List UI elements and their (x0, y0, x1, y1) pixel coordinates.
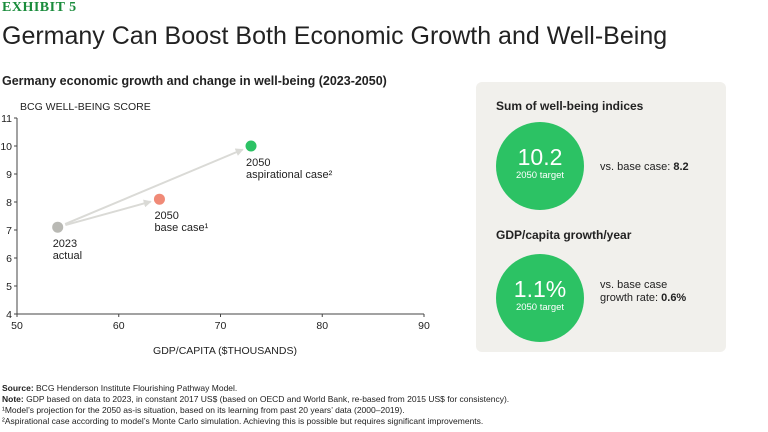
gdp-cmp-line2: growth rate: (600, 292, 662, 304)
data-label: 2050 (154, 210, 178, 222)
y-tick-label: 6 (6, 253, 12, 265)
x-tick-label: 80 (316, 320, 328, 332)
note-text: GDP based on data to 2023, in constant 2… (23, 394, 510, 404)
exhibit-label: EXHIBIT 5 (2, 0, 77, 15)
gdp-title: GDP/capita growth/year (496, 228, 632, 242)
summary-panel: Sum of well-being indices 10.2 2050 targ… (476, 82, 726, 352)
data-point (153, 193, 165, 205)
wellbeing-target-circle: 10.2 2050 target (496, 122, 584, 210)
wellbeing-target-value: 10.2 (517, 144, 563, 170)
source-text: BCG Henderson Institute Flourishing Path… (33, 383, 238, 393)
data-label: 2023 (53, 238, 77, 250)
y-tick-label: 9 (6, 169, 12, 181)
gdp-comparison: vs. base case growth rate: 0.6% (600, 279, 686, 305)
data-label: actual (53, 250, 82, 262)
footnotes: Source: BCG Henderson Institute Flourish… (2, 383, 509, 427)
footnote-1: ¹Model’s projection for the 2050 as-is s… (2, 405, 405, 415)
y-tick-label: 4 (6, 309, 12, 321)
wellbeing-target-sub: 2050 target (515, 170, 565, 181)
data-point (52, 221, 64, 233)
x-tick-label: 70 (215, 320, 227, 332)
x-tick-label: 60 (113, 320, 125, 332)
gdp-target-circle: 1.1% 2050 target (496, 254, 584, 342)
wellbeing-cmp-text: vs. base case: (600, 161, 674, 173)
source-label: Source: (2, 383, 34, 393)
x-axis-label: GDP/CAPITA ($THOUSANDS) (153, 345, 297, 357)
gdp-target-value: 1.1% (513, 276, 567, 302)
y-tick-label: 7 (6, 225, 12, 237)
y-tick-label: 8 (6, 197, 12, 209)
wellbeing-comparison: vs. base case: 8.2 (600, 161, 689, 174)
gdp-cmp-value: 0.6% (661, 292, 687, 304)
trend-arrow (64, 148, 244, 226)
note: Note: GDP based on data to 2023, in cons… (2, 394, 509, 405)
data-label: 2050 (246, 157, 270, 169)
footnote-2: ²Aspirational case according to model’s … (2, 416, 484, 426)
page-title: Germany Can Boost Both Economic Growth a… (2, 22, 668, 50)
y-axis-label: BCG WELL-BEING SCORE (20, 101, 151, 113)
data-label: aspirational case² (246, 169, 333, 181)
gdp-cmp-line1: vs. base case (600, 279, 668, 291)
y-tick-label: 5 (6, 281, 12, 293)
y-tick-label: 11 (1, 113, 12, 125)
note-label: Note: (2, 394, 24, 404)
chart-title: Germany economic growth and change in we… (2, 74, 387, 88)
x-tick-label: 50 (11, 320, 23, 332)
x-tick-label: 90 (418, 320, 430, 332)
data-label: base case¹ (154, 222, 208, 234)
data-point (245, 140, 257, 152)
trend-arrow (65, 199, 152, 227)
wellbeing-cmp-value: 8.2 (673, 161, 689, 173)
wellbeing-title: Sum of well-being indices (496, 99, 644, 113)
gdp-target-sub: 2050 target (515, 302, 565, 313)
source-note: Source: BCG Henderson Institute Flourish… (2, 383, 509, 394)
y-tick-label: 10 (0, 141, 12, 153)
scatter-chart: 4 5 6 7 8 9 10 11 50 60 70 80 90 BCG WELL-BEING SCORE… (0, 101, 430, 357)
